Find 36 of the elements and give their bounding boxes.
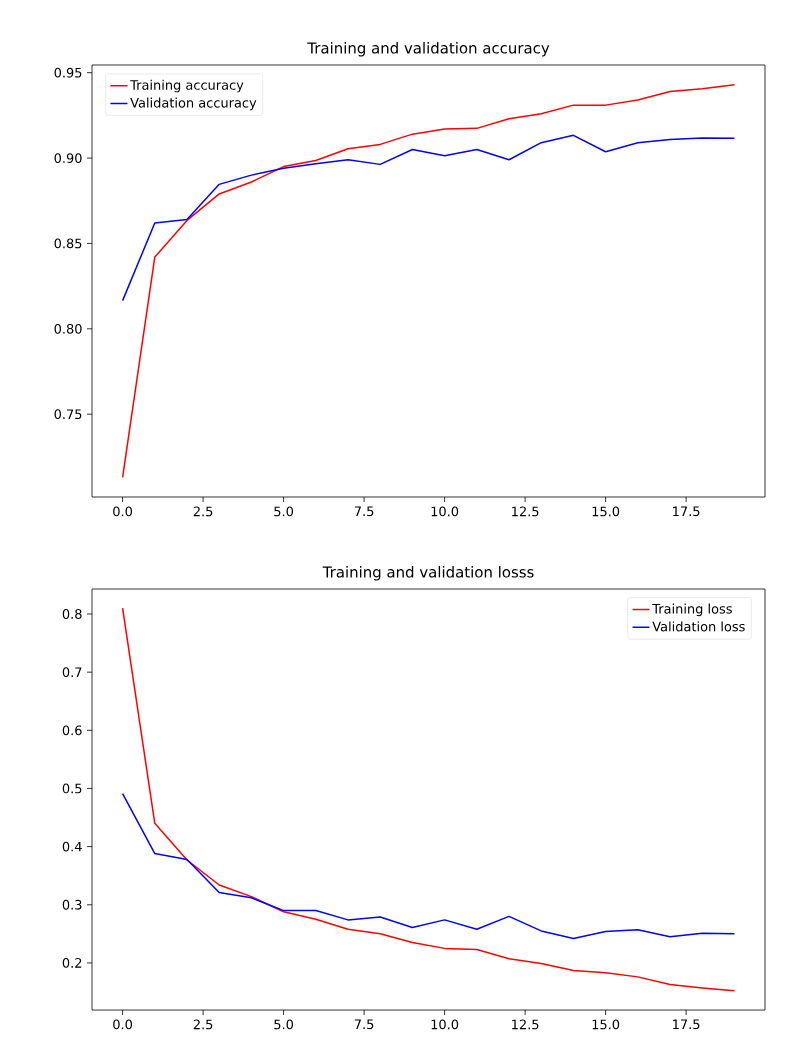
y-tick-label: 0.95 (54, 67, 82, 78)
x-tick-label: 2.5 (193, 1019, 213, 1030)
y-tick-label: 0.5 (62, 783, 82, 794)
y-tick-label: 0.90 (54, 153, 82, 163)
y-tick-label: 0.75 (54, 409, 82, 420)
legend-label: Training accuracy (130, 79, 244, 93)
legend-label: Validation loss (652, 621, 745, 632)
y-tick-label: 0.2 (62, 958, 82, 968)
y-tick-label: 0.7 (62, 667, 82, 678)
x-tick-label: 5.0 (274, 1019, 294, 1030)
y-tick-label: 0.3 (62, 899, 82, 910)
x-tick-label: 5.0 (274, 506, 294, 517)
x-tick-label: 12.5 (512, 506, 539, 517)
x-tick-label: 17.5 (673, 1019, 700, 1030)
x-tick-label: 10.0 (431, 1019, 459, 1030)
y-tick-label: 0.4 (62, 841, 82, 852)
y-tick-label: 0.85 (54, 238, 82, 249)
chart-title: Training and validation accuracy (307, 42, 550, 57)
legend-label: Validation accuracy (130, 97, 257, 111)
x-tick-label: 7.5 (354, 506, 374, 517)
x-tick-label: 2.5 (193, 506, 213, 517)
x-tick-label: 15.0 (592, 506, 620, 517)
y-tick-label: 0.8 (62, 609, 82, 619)
x-tick-label: 12.5 (512, 1019, 539, 1030)
x-tick-label: 0.0 (113, 1019, 133, 1030)
x-tick-label: 10.0 (431, 506, 459, 517)
x-tick-label: 0.0 (113, 506, 133, 517)
y-tick-label: 0.80 (54, 323, 82, 334)
x-tick-label: 15.0 (592, 1019, 620, 1030)
legend-label: Training loss (652, 603, 732, 617)
x-tick-label: 17.5 (673, 506, 700, 517)
line-series (121, 134, 736, 302)
y-tick-label: 0.6 (62, 725, 82, 736)
line-series (121, 792, 736, 940)
x-tick-label: 7.5 (354, 1019, 374, 1030)
chart-title: Training and validation losss (322, 566, 534, 581)
